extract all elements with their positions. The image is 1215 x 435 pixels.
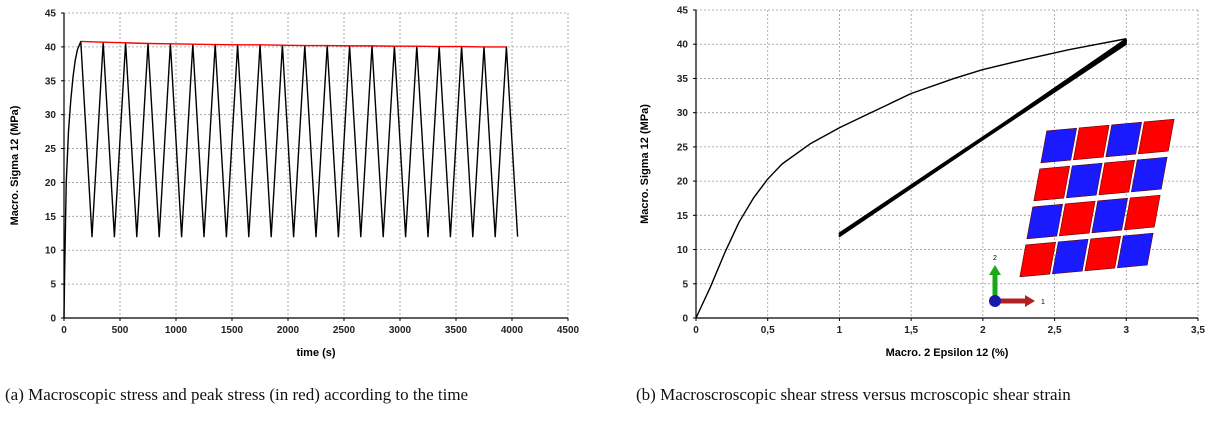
- y-tick-label: 35: [45, 76, 57, 87]
- weave-tile: [1098, 159, 1136, 196]
- weave-tile: [1065, 162, 1103, 199]
- y-tick-label: 45: [677, 6, 689, 17]
- weave-tile: [1019, 241, 1057, 278]
- weave-tile: [1137, 118, 1175, 155]
- y-tick-label: 0: [50, 314, 56, 325]
- x-tick-label: 3,5: [1191, 325, 1205, 336]
- y-axis-title: Macro. Sigma 12 (MPa): [639, 104, 651, 224]
- series-0-line: [695, 38, 1127, 319]
- x-tick-label: 500: [112, 325, 129, 336]
- x-tick-label: 0,5: [761, 325, 775, 336]
- chart-a-caption: (a) Macroscopic stress and peak stress (…: [5, 385, 469, 404]
- weave-tile: [1072, 124, 1110, 161]
- y-tick-label: 20: [677, 177, 689, 188]
- axis-2-label: 2: [993, 255, 997, 262]
- y-tick-label: 30: [45, 110, 57, 121]
- weave-tile: [1040, 127, 1078, 164]
- weave-tile: [1033, 165, 1071, 202]
- weave-tile: [1026, 203, 1064, 240]
- y-tick-label: 10: [45, 246, 57, 257]
- y-tick-label: 40: [677, 40, 689, 51]
- y-tick-label: 15: [45, 212, 57, 223]
- weave-tile: [1123, 194, 1161, 231]
- x-tick-label: 4000: [501, 325, 524, 336]
- x-tick-label: 4500: [557, 325, 580, 336]
- weave-tile: [1130, 156, 1168, 193]
- chart-a-plot: 0 500 1000 1500 2000 2500 3000 3500 4000 4500 0 5 10…: [9, 9, 580, 360]
- weave-tile: [1116, 232, 1154, 269]
- axis-origin: [989, 295, 1001, 307]
- x-tick-label: 2: [980, 325, 986, 336]
- x-tick-label: 0: [693, 325, 699, 336]
- chart-b-panel: 0 0,5 1 1,5 2 2,5 3 3,5 0 5 10 15 20 25 30 35 40 45 Macro.…: [615, 0, 1215, 435]
- series-1-line: [838, 38, 1127, 238]
- axis-1-arrowhead: [1025, 295, 1035, 307]
- weave-tile: [1051, 238, 1089, 275]
- y-axis-title: Macro. Sigma 12 (MPa): [9, 105, 21, 225]
- x-tick-label: 3000: [389, 325, 412, 336]
- x-tick-label: 3500: [445, 325, 468, 336]
- y-tick-label: 35: [677, 74, 689, 85]
- x-tick-label: 2500: [333, 325, 356, 336]
- x-tick-label: 1000: [165, 325, 188, 336]
- weave-tile: [1058, 200, 1096, 237]
- x-tick-label: 1,5: [904, 325, 918, 336]
- series-0-line: [63, 40, 519, 319]
- x-tick-label: 3: [1124, 325, 1130, 336]
- y-tick-label: 5: [50, 280, 56, 291]
- y-tick-label: 40: [45, 42, 57, 53]
- y-tick-label: 25: [677, 142, 689, 153]
- y-tick-label: 0: [682, 314, 688, 325]
- y-tick-label: 45: [45, 9, 57, 20]
- chart-b-plot: 0 0,5 1 1,5 2 2,5 3 3,5 0 5 10 15 20 25 30 35 40 45 Macro.…: [639, 6, 1205, 360]
- series-1-line: [80, 40, 507, 48]
- y-tick-label: 25: [45, 144, 57, 155]
- y-tick-label: 10: [677, 245, 689, 256]
- weave-tile: [1105, 121, 1143, 158]
- chart-b-svg: 0 0,5 1 1,5 2 2,5 3 3,5 0 5 10 15 20 25 30 35 40 45 Macro.…: [639, 6, 1205, 360]
- weave-tile: [1091, 197, 1129, 234]
- x-axis-title: Macro. 2 Epsilon 12 (%): [886, 347, 1009, 359]
- x-tick-label: 1500: [221, 325, 244, 336]
- axis-1-label: 1: [1041, 299, 1045, 306]
- unit-cell-inset: 12: [989, 118, 1175, 307]
- x-tick-label: 2,5: [1048, 325, 1062, 336]
- x-tick-label: 2000: [277, 325, 300, 336]
- x-axis-title: time (s): [296, 347, 335, 359]
- x-tick-label: 1: [837, 325, 843, 336]
- axis-2-arrowhead: [989, 265, 1001, 275]
- y-tick-label: 30: [677, 108, 689, 119]
- chart-a-panel: 0 500 1000 1500 2000 2500 3000 3500 4000 4500 0 5 10…: [0, 0, 600, 435]
- weave-tile: [1084, 235, 1122, 272]
- y-tick-label: 5: [682, 279, 688, 290]
- chart-a-svg: 0 500 1000 1500 2000 2500 3000 3500 4000 4500 0 5 10…: [9, 9, 580, 360]
- chart-b-caption: (b) Macroscroscopic shear stress versus …: [636, 385, 1071, 404]
- x-tick-label: 0: [61, 325, 67, 336]
- y-tick-label: 15: [677, 211, 689, 222]
- y-tick-label: 20: [45, 178, 57, 189]
